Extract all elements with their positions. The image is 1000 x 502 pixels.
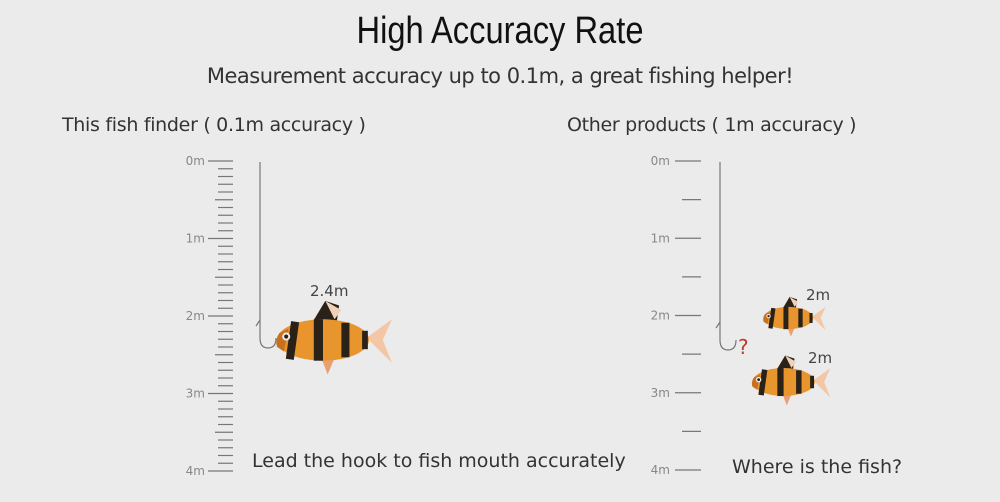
fish-depth-label: 2.4m bbox=[310, 282, 348, 300]
page-title: High Accuracy Rate bbox=[356, 10, 644, 52]
right-caption: Where is the fish? bbox=[732, 456, 903, 478]
fish-icon bbox=[276, 300, 392, 375]
page-subtitle: Measurement accuracy up to 0.1m, a great… bbox=[206, 64, 794, 88]
left-depth-ruler: 0m 1m 2m 3m 4m bbox=[186, 154, 233, 478]
left-caption: Lead the hook to fish mouth accurately bbox=[252, 450, 626, 472]
fishing-hook-icon bbox=[715, 162, 737, 351]
depth-label: 0m bbox=[186, 154, 205, 168]
fishing-hook-icon bbox=[255, 162, 277, 349]
depth-label: 3m bbox=[651, 386, 670, 400]
depth-label: 1m bbox=[186, 232, 205, 246]
question-mark: ? bbox=[738, 335, 749, 359]
right-depth-ruler: 0m 1m 2m 3m 4m bbox=[651, 154, 701, 477]
fish-depth-label: 2m bbox=[806, 286, 830, 304]
depth-label: 2m bbox=[651, 309, 670, 323]
depth-label: 4m bbox=[186, 464, 205, 478]
depth-label: 1m bbox=[651, 231, 670, 245]
right-heading: Other products ( 1m accuracy ) bbox=[567, 114, 857, 136]
depth-label: 2m bbox=[186, 309, 205, 323]
depth-label: 3m bbox=[186, 387, 205, 401]
depth-label: 0m bbox=[651, 154, 670, 168]
left-heading: This fish finder ( 0.1m accuracy ) bbox=[62, 114, 366, 136]
depth-label: 4m bbox=[651, 463, 670, 477]
fish-depth-label: 2m bbox=[808, 349, 832, 367]
